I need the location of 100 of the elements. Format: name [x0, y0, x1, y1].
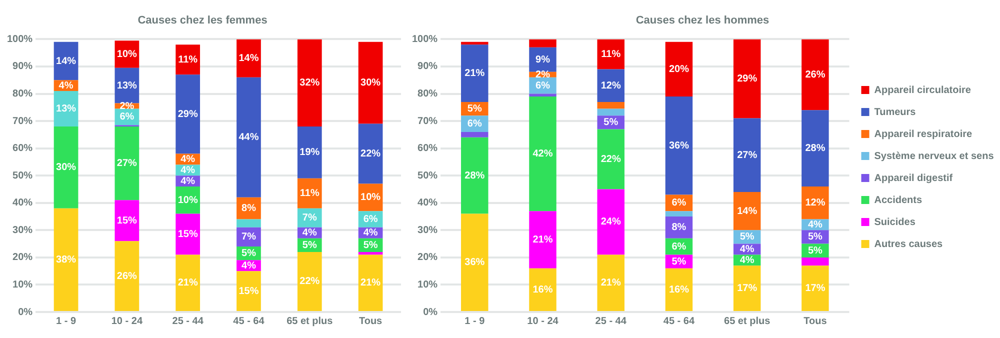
bar: [597, 254, 624, 311]
data-label: 8%: [672, 222, 686, 234]
bar: [733, 118, 761, 192]
bar: [802, 186, 829, 220]
bar: [665, 268, 693, 311]
bar: [176, 214, 200, 255]
bar: [665, 42, 693, 96]
y-tick-label: 60%: [12, 143, 33, 154]
bar: [597, 69, 624, 102]
y-tick-label: 80%: [12, 88, 33, 100]
data-label: 12%: [600, 80, 621, 92]
data-label: 5%: [302, 240, 317, 251]
data-label: 10%: [116, 48, 138, 60]
y-tick-label: 90%: [12, 61, 33, 72]
data-label: 28%: [464, 170, 485, 182]
data-label: 4%: [242, 260, 256, 272]
bar: [236, 219, 261, 228]
data-label: 4%: [302, 228, 317, 239]
y-tick-label: 90%: [418, 61, 438, 72]
x-tick-label: 1 - 9: [464, 316, 486, 327]
legend-label: Suicides: [874, 216, 916, 228]
bar: [358, 42, 383, 124]
bar: [529, 211, 556, 268]
y-tick-label: 50%: [12, 170, 33, 182]
y-tick-label: 80%: [418, 88, 438, 100]
bar: [461, 132, 488, 138]
data-label: 5%: [740, 232, 754, 243]
data-label: 22%: [300, 276, 320, 288]
bar: [54, 208, 78, 311]
data-label: 13%: [56, 104, 76, 115]
y-tick-label: 10%: [418, 279, 438, 290]
bar: [597, 129, 624, 190]
data-label: 29%: [178, 108, 198, 120]
bar: [733, 192, 761, 230]
data-label: 4%: [180, 176, 196, 187]
x-tick-label: 10 - 24: [111, 316, 143, 327]
data-label: 19%: [300, 147, 320, 158]
y-tick-label: 70%: [418, 116, 438, 127]
data-label: 38%: [56, 254, 76, 266]
bar: [358, 252, 383, 255]
legend-label: Appareil circulatoire: [874, 84, 972, 96]
data-label: 29%: [737, 74, 758, 85]
y-tick-label: 20%: [12, 252, 33, 264]
data-label: 4%: [180, 154, 196, 165]
bar: [358, 254, 383, 311]
bar: [461, 44, 488, 102]
data-label: 6%: [672, 241, 686, 252]
data-label: 22%: [360, 148, 381, 160]
y-tick-label: 60%: [418, 143, 438, 154]
data-label: 7%: [302, 212, 317, 224]
y-tick-label: 30%: [12, 224, 33, 236]
data-label: 15%: [178, 229, 198, 240]
legend-label: Système nerveux et sens: [874, 150, 994, 162]
bar: [529, 96, 556, 212]
x-tick-label: 1 - 9: [56, 316, 76, 327]
data-label: 30%: [56, 162, 76, 174]
y-tick-label: 70%: [12, 116, 33, 127]
data-label: 14%: [737, 206, 758, 217]
bar: [802, 257, 829, 266]
data-label: 4%: [740, 244, 754, 256]
data-label: 21%: [600, 278, 621, 289]
bar: [461, 214, 488, 311]
y-tick-label: 30%: [418, 224, 438, 236]
data-label: 24%: [600, 216, 621, 228]
bar: [114, 126, 140, 200]
bar: [114, 241, 140, 311]
bar: [529, 94, 556, 96]
data-label: 26%: [116, 270, 138, 282]
data-label: 5%: [467, 104, 482, 115]
data-label: 21%: [360, 278, 381, 289]
data-label: 5%: [242, 248, 256, 260]
y-tick-label: 40%: [12, 198, 33, 209]
data-label: 10%: [178, 194, 198, 206]
data-label: 4%: [58, 80, 74, 92]
legend-label: Accidents: [874, 194, 922, 206]
x-tick-label: 10 - 24: [527, 316, 559, 327]
data-label: 36%: [464, 257, 485, 268]
bar: [54, 126, 78, 208]
data-label: 4%: [363, 228, 378, 239]
data-label: 27%: [116, 158, 138, 170]
y-tick-label: 10%: [12, 279, 33, 290]
data-label: 13%: [116, 80, 138, 92]
data-label: 12%: [805, 198, 826, 209]
bar: [297, 39, 322, 126]
chart-title: Causes chez les femmes: [138, 14, 268, 27]
data-label: 4%: [740, 254, 754, 266]
legend-label: Tumeurs: [874, 106, 916, 118]
data-label: 5%: [808, 245, 823, 256]
bar: [461, 137, 488, 214]
x-tick-label: 65 et plus: [724, 316, 771, 327]
bar: [529, 268, 556, 311]
bar: [597, 189, 624, 255]
data-label: 4%: [180, 164, 196, 176]
bar: [297, 178, 322, 208]
bar: [358, 124, 383, 184]
data-label: 5%: [808, 232, 823, 243]
legend-label: Appareil digestif: [874, 172, 954, 184]
bar: [176, 44, 200, 75]
bar: [529, 39, 556, 48]
data-label: 6%: [672, 198, 686, 209]
